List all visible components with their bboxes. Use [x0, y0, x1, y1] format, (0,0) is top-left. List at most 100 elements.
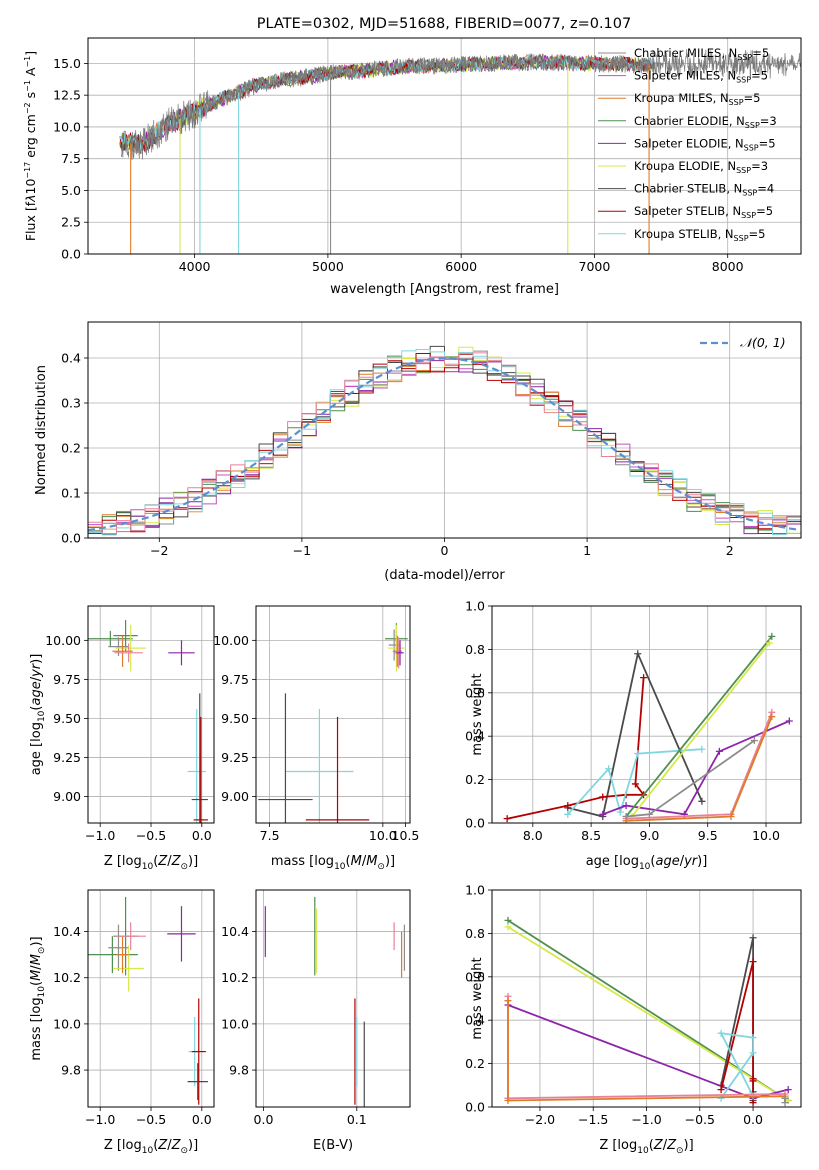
x-tick-label: −2: [150, 543, 168, 558]
x-tick-label: 7000: [579, 259, 611, 274]
y-tick-label: 10.00: [213, 633, 249, 648]
x-tick-label: 0.1: [347, 1112, 367, 1127]
y-tick-label: 10.2: [53, 970, 81, 985]
x-tick-label: −0.5: [136, 1112, 166, 1127]
massweight_vs_age-plot-area: [503, 632, 793, 823]
age_vs_z-panel: −1.0 −0.5 0.0 9.00 9.25 9.50 9.75 10.00 Z [log10…: [29, 605, 215, 872]
y-tick-label: 9.00: [53, 789, 81, 804]
legend-entry: Salpeter STELIB, NSSP=5: [634, 204, 773, 220]
y-tick-label: 0.4: [61, 351, 81, 366]
y-tick-label: 9.8: [61, 1063, 81, 1078]
figure-title: PLATE=0302, MJD=51688, FIBERID=0077, z=0…: [257, 16, 631, 32]
y-tick-label: 9.00: [221, 789, 249, 804]
x-tick-label: 8.0: [523, 828, 543, 843]
mass-weight-marker: [749, 934, 757, 942]
mass_vs_z-panel: −1.0 −0.5 0.0 9.8 10.0 10.2 10.4 Z [log10(Z/Z⊙)…: [29, 889, 215, 1156]
y-tick-label: 0.3: [61, 396, 81, 411]
residual-histogram: [88, 353, 801, 534]
axis-label: mass [log10(M/M⊙)]: [271, 854, 395, 872]
y-tick-label: 1.0: [465, 883, 485, 898]
mass-weight-y-label: mass weight: [470, 957, 485, 1039]
spectrum-y-label: Flux [fλ10−17 erg cm−2 s−1 A−1]: [23, 51, 38, 241]
mass-weight-line: [631, 642, 771, 818]
chart-panels: 4000 5000 6000 7000 80000.02.55.07.510.012.5…: [23, 37, 802, 1156]
mass-weight-marker: [785, 717, 793, 725]
y-tick-label: 0.0: [465, 1100, 485, 1115]
x-tick-label: 10.5: [392, 828, 420, 843]
mass-weight-marker: [599, 793, 607, 801]
mass_vs_z-frame: [87, 889, 215, 1108]
residual-histogram: [88, 352, 801, 534]
mass-weight-line: [507, 926, 789, 1102]
residual-histogram: [88, 349, 801, 536]
x-tick-label: 0.0: [192, 1112, 212, 1127]
y-tick-label: 12.5: [53, 88, 81, 103]
x-tick-label: 9.5: [698, 828, 718, 843]
mass-weight-marker: [750, 737, 758, 745]
mass-weight-y-label: mass weight: [470, 673, 485, 755]
residuals-x-label: (data-model)/error: [384, 568, 505, 583]
y-tick-label: 10.4: [53, 924, 81, 939]
legend-entry: Chabrier ELODIE, NSSP=3: [634, 114, 777, 130]
normal-curve: [88, 357, 799, 532]
x-tick-label: 7.5: [260, 828, 280, 843]
y-tick-label: 0.0: [61, 531, 81, 546]
massweight_vs_z-panel: −2.0 −1.5 −1.0 −0.5 0.0 0.0 0.2 0.4 0.6 0.8 1.0 mas…: [465, 883, 802, 1156]
axis-label: age [log10(age/yr)]: [29, 654, 47, 776]
legend-entry: Kroupa ELODIE, NSSP=3: [634, 159, 768, 175]
residuals-plot-area: [88, 345, 801, 536]
x-tick-label: 0.0: [743, 1112, 763, 1127]
x-tick-label: 8.5: [581, 828, 601, 843]
axis-label: mass [log10(M/M⊙)]: [29, 936, 47, 1060]
y-tick-label: 9.50: [53, 711, 81, 726]
spectrum-legend: Chabrier MILES, NSSP=5 Salpeter MILES, NS…: [598, 46, 777, 243]
age_vs_mass-plot-area: [258, 623, 408, 823]
y-tick-label: 0.2: [465, 772, 485, 787]
mass_vs_ebv-plot-area: [264, 896, 405, 1107]
x-tick-label: 10.0: [752, 828, 780, 843]
y-tick-label: 0.1: [61, 486, 81, 501]
y-tick-label: 0.8: [465, 642, 485, 657]
spectrum-plot-area: [119, 49, 801, 254]
x-tick-label: −1.0: [85, 828, 115, 843]
mass_vs_ebv-frame: [255, 889, 411, 1108]
mass_vs_z-plot-area: [88, 896, 208, 1105]
x-tick-label: 6000: [445, 259, 477, 274]
y-tick-label: 0.6: [465, 969, 485, 984]
mass-weight-marker: [749, 1034, 757, 1042]
mass-weight-marker: [749, 1049, 757, 1057]
x-tick-label: −1.0: [85, 1112, 115, 1127]
age_vs_mass-panel: 7.5 10.010.5 9.00 9.25 9.50 9.75 10.00 mass [lo…: [213, 605, 420, 872]
mass-weight-marker: [634, 750, 642, 758]
mass-weight-marker: [698, 797, 706, 805]
mass-weight-marker: [717, 1086, 725, 1094]
mass-weight-marker: [622, 812, 630, 820]
mass-weight-marker: [698, 745, 706, 753]
x-tick-label: 0.0: [192, 828, 212, 843]
mass-weight-marker: [564, 810, 572, 818]
massweight_vs_z-grid: [492, 889, 801, 1108]
age_vs_z-plot-area: [88, 620, 208, 823]
x-tick-label: −0.5: [685, 1112, 715, 1127]
mass-weight-line: [625, 635, 773, 818]
age_vs_z-frame: [87, 605, 215, 824]
x-tick-label: 9.0: [639, 828, 659, 843]
x-tick-label: 8000: [712, 259, 744, 274]
legend-entry: Salpeter MILES, NSSP=5: [634, 69, 768, 85]
mass-weight-marker: [727, 812, 735, 820]
mass-weight-marker: [503, 815, 511, 823]
axis-label: Z [log10(Z/Z⊙)]: [104, 1138, 198, 1156]
mass-weight-marker: [634, 650, 642, 658]
mass-weight-marker: [622, 802, 630, 810]
mass_vs_z-grid: [88, 890, 214, 1107]
y-tick-label: 9.50: [221, 711, 249, 726]
axis-label: Z [log10(Z/Z⊙)]: [599, 1138, 693, 1156]
mass-weight-marker: [504, 1096, 512, 1104]
mass-weight-marker: [564, 802, 572, 810]
massweight_vs_z-frame: [491, 889, 802, 1108]
y-tick-label: 1.0: [465, 599, 485, 614]
y-tick-label: 2.5: [61, 215, 81, 230]
y-tick-label: 10.2: [221, 970, 249, 985]
y-tick-label: 10.0: [221, 1016, 249, 1031]
massweight_vs_age-panel: 8.0 8.5 9.0 9.5 10.0 0.0 0.2 0.4 0.6 0.8 1.0 mass w…: [465, 599, 802, 872]
